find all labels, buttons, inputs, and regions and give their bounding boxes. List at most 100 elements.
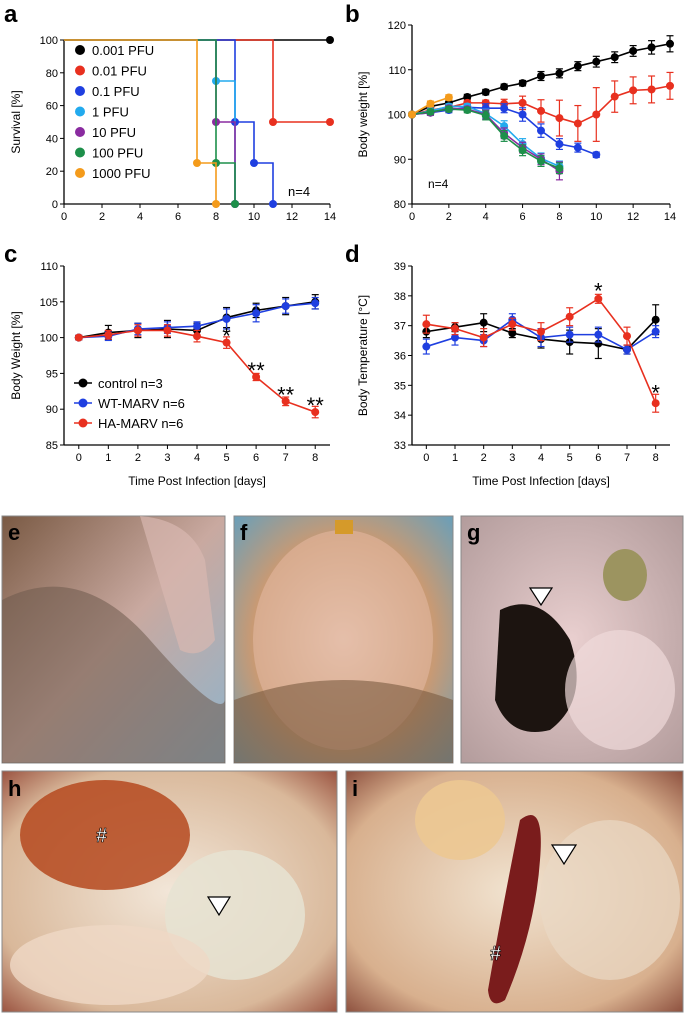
data-point [269, 118, 277, 126]
data-point [500, 104, 509, 113]
photo-h-intestine [10, 925, 210, 1005]
photo-i-arrowhead-icon [550, 844, 578, 866]
x-tick-label: 10 [248, 211, 260, 223]
data-point [555, 164, 564, 173]
y-tick-label: 100 [40, 333, 58, 345]
data-point [426, 107, 435, 116]
legend-marker [75, 65, 85, 76]
panel-letter-a: a [4, 1, 18, 28]
chart-a-survival: 0 2 4 6 8 10 12 14 0 20 40 60 80 100 Survival [%] 0.001… [9, 35, 336, 223]
legend-label: 0.01 PFU [92, 64, 147, 79]
series-line [426, 297, 657, 404]
data-point [451, 333, 459, 342]
y-tick-label: 95 [46, 368, 58, 380]
legend-label: 0.001 PFU [92, 43, 154, 58]
photo-h-hash-mark: # [96, 825, 107, 847]
x-axis-label: Time Post Infection [days] [472, 474, 610, 488]
data-point [281, 302, 290, 311]
legend-label: control n=3 [98, 376, 163, 391]
x-tick-label: 1 [452, 452, 458, 464]
data-point [252, 309, 261, 318]
data-point [647, 43, 656, 52]
data-point [193, 322, 201, 331]
y-tick-label: 36 [394, 351, 406, 363]
data-point [133, 326, 142, 335]
data-point [629, 86, 638, 95]
data-point [592, 57, 601, 66]
photo-g-organ [565, 630, 675, 750]
data-point [231, 200, 239, 208]
data-point [269, 200, 277, 208]
data-point [518, 146, 527, 155]
y-tick-label: 33 [394, 440, 406, 452]
data-point [537, 106, 545, 115]
panel-letter-d: d [345, 241, 360, 268]
y-tick-label: 120 [388, 20, 406, 32]
photo-h-arrowhead-icon [206, 896, 232, 917]
x-tick-label: 5 [223, 452, 229, 464]
data-point [444, 93, 453, 102]
legend-marker [75, 86, 85, 96]
legend-label: 100 PFU [92, 146, 143, 161]
data-point [518, 98, 527, 107]
y-tick-label: 110 [40, 261, 58, 273]
photo-e-skin-rash: e [1, 515, 226, 764]
x-tick-label: 4 [538, 452, 544, 464]
x-tick-label: 1 [105, 452, 111, 464]
legend-label: HA-MARV n=6 [98, 416, 183, 431]
photo-h-abdomen: # h [1, 770, 338, 1013]
y-tick-label: 90 [394, 154, 406, 166]
significance-marker: * [222, 324, 231, 349]
data-point [565, 330, 574, 339]
y-tick-label: 38 [394, 291, 406, 303]
data-point [555, 140, 564, 149]
photo-h-liver [20, 780, 190, 890]
legend-marker [75, 147, 85, 158]
x-tick-label: 3 [164, 452, 170, 464]
photo-i-hash-mark: # [490, 943, 501, 965]
data-point [222, 338, 231, 347]
data-point [537, 72, 545, 81]
x-tick-label: 8 [556, 211, 562, 223]
data-point [623, 332, 631, 341]
significance-marker: * [594, 278, 603, 303]
x-tick-label: 2 [99, 211, 105, 223]
data-point [500, 82, 509, 91]
y-axis-label: Survival [%] [9, 90, 23, 153]
y-tick-label: 110 [388, 65, 406, 77]
legend-label: 0.1 PFU [92, 84, 140, 99]
significance-marker: ** [277, 382, 295, 407]
data-point [573, 143, 582, 152]
y-tick-label: 100 [388, 110, 406, 122]
photo-i-spleen [488, 815, 541, 1004]
significance-marker: * [651, 380, 660, 405]
x-tick-label: 8 [312, 452, 318, 464]
data-point [422, 320, 431, 329]
y-tick-label: 39 [394, 261, 406, 273]
n-annotation: n=4 [428, 177, 449, 191]
panel-letter-c: c [4, 241, 17, 268]
x-tick-label: 14 [664, 211, 676, 223]
data-point [629, 46, 638, 55]
data-point [537, 126, 545, 135]
data-point [565, 312, 574, 321]
data-point [666, 81, 674, 90]
y-tick-label: 40 [46, 133, 58, 145]
data-point [508, 329, 517, 338]
legend-label: WT-MARV n=6 [98, 396, 185, 411]
data-point [647, 85, 656, 94]
data-point [451, 324, 459, 333]
data-point [651, 399, 660, 408]
data-point [592, 150, 601, 159]
y-tick-label: 80 [394, 199, 406, 211]
x-tick-label: 12 [627, 211, 639, 223]
x-tick-label: 2 [135, 452, 141, 464]
data-point [74, 333, 83, 342]
data-point [311, 408, 320, 417]
photo-letter-h: h [8, 776, 21, 801]
data-point [537, 327, 545, 336]
data-point [326, 36, 334, 44]
y-axis-label: Body weight [%] [356, 71, 370, 157]
legend-marker [75, 106, 85, 117]
photo-f-fur [234, 680, 453, 763]
